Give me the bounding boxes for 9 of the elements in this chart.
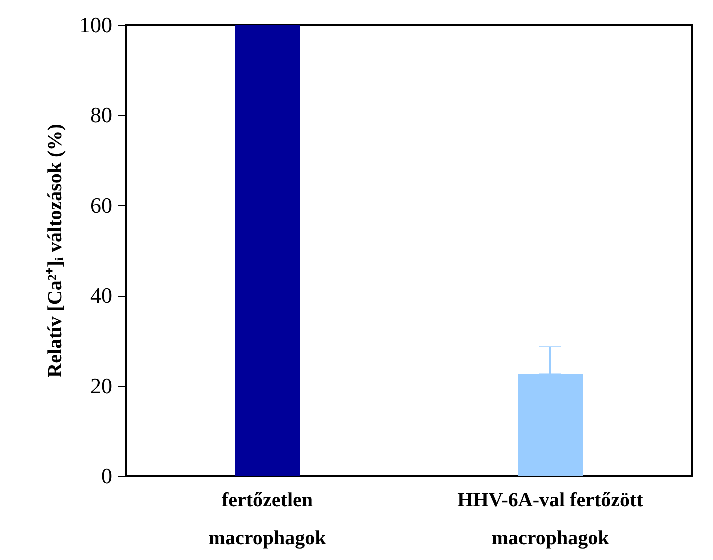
y-tick-label: 80 xyxy=(90,102,112,128)
y-tick-label: 60 xyxy=(90,192,112,218)
y-tick-label: 40 xyxy=(90,283,112,308)
x-tick-label: fertőzetlen macrophagok xyxy=(208,490,328,550)
y-tick-label: 0 xyxy=(102,464,112,488)
y-axis-title: Relatív [Ca²⁺]ᵢ változások (%) xyxy=(44,124,66,378)
y-tick-label: 20 xyxy=(90,373,112,398)
y-tick-label: 100 xyxy=(80,12,112,38)
x-tick-label: HHV-6A-val fertőzött macrophagok xyxy=(458,490,644,550)
